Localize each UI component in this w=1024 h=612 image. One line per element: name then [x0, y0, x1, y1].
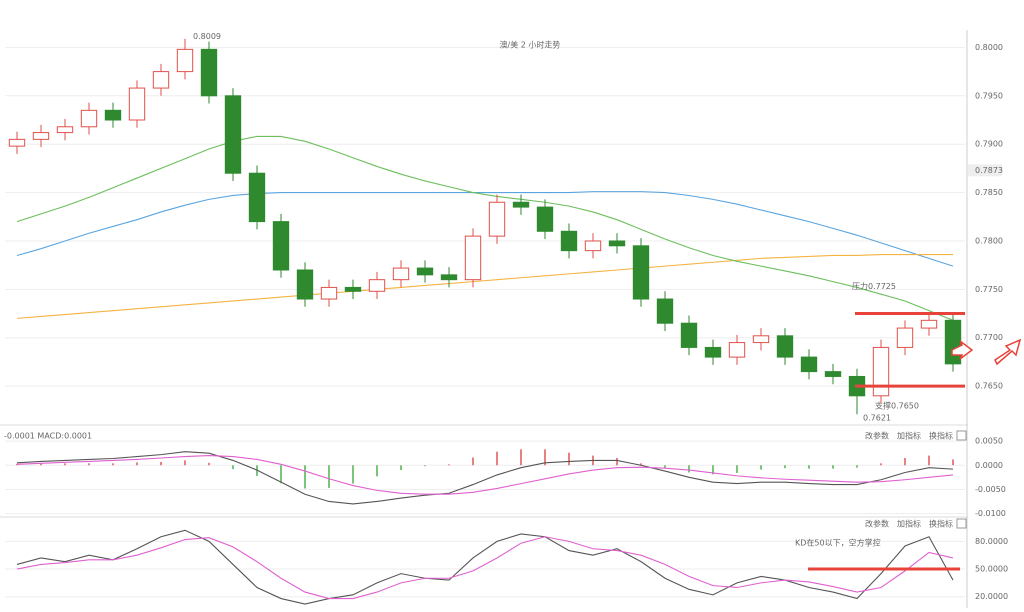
candle-body	[416, 267, 434, 276]
y-tick-label: 0.7700	[975, 333, 1003, 342]
chart-title: 澳/美 2 小时走势	[500, 40, 561, 50]
candle-body	[296, 269, 314, 300]
indicator-button[interactable]: 改参数	[865, 431, 889, 441]
candle-body	[872, 346, 890, 397]
candle-body	[584, 240, 602, 252]
y-tick-label: -0.0100	[975, 509, 1006, 518]
y-tick-label: 0.8000	[975, 43, 1003, 52]
y-tick-label: 0.7850	[975, 188, 1003, 197]
candle-body	[680, 322, 698, 348]
candle-body	[224, 95, 242, 174]
y-tick-label: 0.7950	[975, 91, 1003, 100]
y-tick-label: 0.0050	[975, 437, 1003, 446]
candle-body	[512, 201, 530, 208]
y-tick-label: 20.0000	[975, 592, 1008, 601]
kd-line	[16, 529, 954, 605]
candle-body	[704, 346, 722, 358]
y-tick-label: 0.7650	[975, 382, 1003, 391]
level-label: KD在50以下，空方掌控	[795, 538, 881, 548]
y-tick-label: -0.0050	[975, 485, 1006, 494]
candle-body	[176, 48, 194, 73]
candle-body	[608, 240, 626, 247]
candle-body	[632, 245, 650, 300]
candle-body	[800, 356, 818, 373]
y-tick-label: 0.7800	[975, 236, 1003, 245]
candle-body	[656, 298, 674, 324]
min-label: 0.7621	[863, 414, 891, 423]
candle-body	[560, 230, 578, 252]
macd-line	[16, 451, 954, 505]
candle-body	[56, 126, 74, 134]
candle-body	[320, 286, 338, 300]
y-tick-label: 50.0000	[975, 565, 1008, 574]
candle-body	[752, 335, 770, 344]
candle-body	[488, 201, 506, 237]
indicator-button[interactable]: 加指标	[897, 519, 921, 529]
level-label: 压力0.7725	[852, 281, 896, 291]
candle-body	[80, 109, 98, 128]
indicator-button[interactable]: 改参数	[865, 519, 889, 529]
candle-body	[440, 274, 458, 281]
candle-body	[776, 335, 794, 358]
y-tick-label: 0.7750	[975, 285, 1003, 294]
candle-body	[944, 319, 962, 365]
indicator-button[interactable]: 换指标	[929, 431, 953, 441]
level-label: 支撑0.7650	[875, 401, 919, 411]
candle-body	[824, 371, 842, 377]
close-button[interactable]	[956, 518, 967, 529]
candle-body	[536, 206, 554, 232]
max-label: 0.8009	[193, 32, 221, 41]
moving-average-line	[16, 191, 954, 267]
candle-body	[128, 87, 146, 121]
candle-body	[104, 109, 122, 121]
arrow-icon	[951, 340, 974, 360]
indicator-button[interactable]: 加指标	[897, 431, 921, 441]
indicator-header: -0.0001 MACD:0.0001	[4, 432, 92, 441]
candle-body	[368, 279, 386, 292]
arrow-icon	[994, 338, 1022, 366]
candle-body	[464, 235, 482, 281]
cursor-label: 0.7873	[975, 166, 1003, 175]
candle-body	[248, 172, 266, 223]
macd-line	[16, 455, 954, 495]
y-tick-label: 80.0000	[975, 537, 1008, 546]
candle-body	[200, 48, 218, 97]
candle-body	[344, 286, 362, 292]
moving-average-line	[16, 135, 954, 321]
indicator-button[interactable]: 换指标	[929, 519, 953, 529]
candle-body	[32, 132, 50, 140]
candle-body	[920, 319, 938, 329]
kd-line	[16, 536, 954, 600]
moving-average-line	[16, 253, 953, 319]
candle-body	[896, 327, 914, 348]
close-button[interactable]	[956, 430, 967, 441]
y-tick-label: 0.0000	[975, 461, 1003, 470]
candle-body	[8, 138, 26, 147]
candle-body	[392, 267, 410, 281]
y-tick-label: 0.7900	[975, 140, 1003, 149]
candle-body	[152, 71, 170, 89]
candle-body	[728, 342, 746, 358]
candle-body	[272, 221, 290, 271]
cursor-box	[968, 164, 1002, 177]
